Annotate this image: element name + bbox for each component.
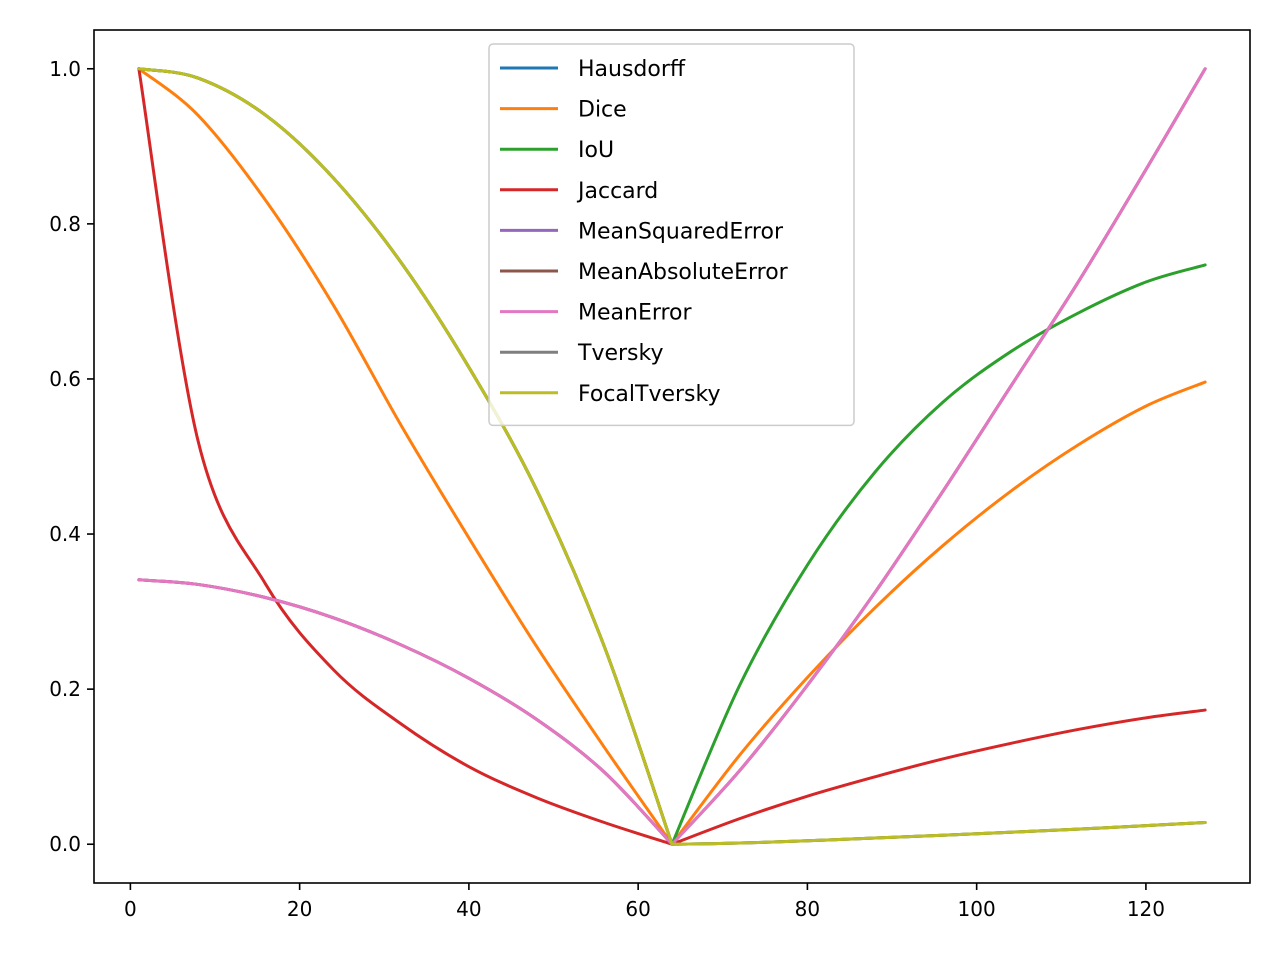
legend-item: Tversky (500, 341, 663, 366)
y-tick-label: 0.0 (49, 832, 81, 856)
legend-label: Hausdorff (578, 57, 686, 82)
legend-label: FocalTversky (578, 382, 721, 407)
y-tick-label: 1.0 (49, 57, 81, 81)
series-layer (137, 67, 1207, 846)
plot-frame (93, 29, 1251, 884)
series-line-jaccard (137, 67, 1207, 846)
legend-label: MeanError (578, 301, 693, 326)
x-tick-label: 0 (124, 897, 137, 921)
legend-item: MeanError (500, 301, 693, 326)
x-tick-label: 40 (456, 897, 481, 921)
series-line-focaltversky (137, 67, 1207, 846)
legend-label: MeanAbsoluteError (578, 260, 789, 285)
y-tick-label: 0.2 (49, 677, 81, 701)
legend-item: Jaccard (500, 179, 658, 204)
series-line-meanerror (137, 67, 1207, 846)
x-axis: 0 20 40 60 80 100 120 (124, 883, 1165, 921)
x-tick-label: 100 (958, 897, 996, 921)
y-tick-label: 0.8 (49, 212, 81, 236)
y-axis: 0.0 0.2 0.4 0.6 0.8 1.0 (49, 57, 94, 856)
x-tick-label: 80 (795, 897, 820, 921)
legend: Hausdorff Dice IoU Jaccard MeanSquaredError M… (488, 43, 855, 427)
legend-box (488, 43, 855, 427)
legend-label: Jaccard (576, 179, 658, 204)
legend-item: Hausdorff (500, 57, 686, 82)
x-tick-label: 60 (625, 897, 650, 921)
legend-item: IoU (500, 138, 614, 163)
legend-label: MeanSquaredError (578, 219, 784, 244)
y-tick-label: 0.6 (49, 367, 81, 391)
legend-item: FocalTversky (500, 382, 721, 407)
legend-item: Dice (500, 98, 627, 123)
x-tick-label: 20 (287, 897, 312, 921)
legend-label: IoU (578, 138, 614, 163)
series-line-dice (137, 67, 1207, 846)
y-tick-label: 0.4 (49, 522, 81, 546)
legend-label: Dice (578, 98, 627, 123)
legend-item: MeanSquaredError (500, 219, 784, 244)
legend-item: MeanAbsoluteError (500, 260, 789, 285)
legend-label: Tversky (577, 341, 663, 366)
x-tick-label: 120 (1127, 897, 1165, 921)
